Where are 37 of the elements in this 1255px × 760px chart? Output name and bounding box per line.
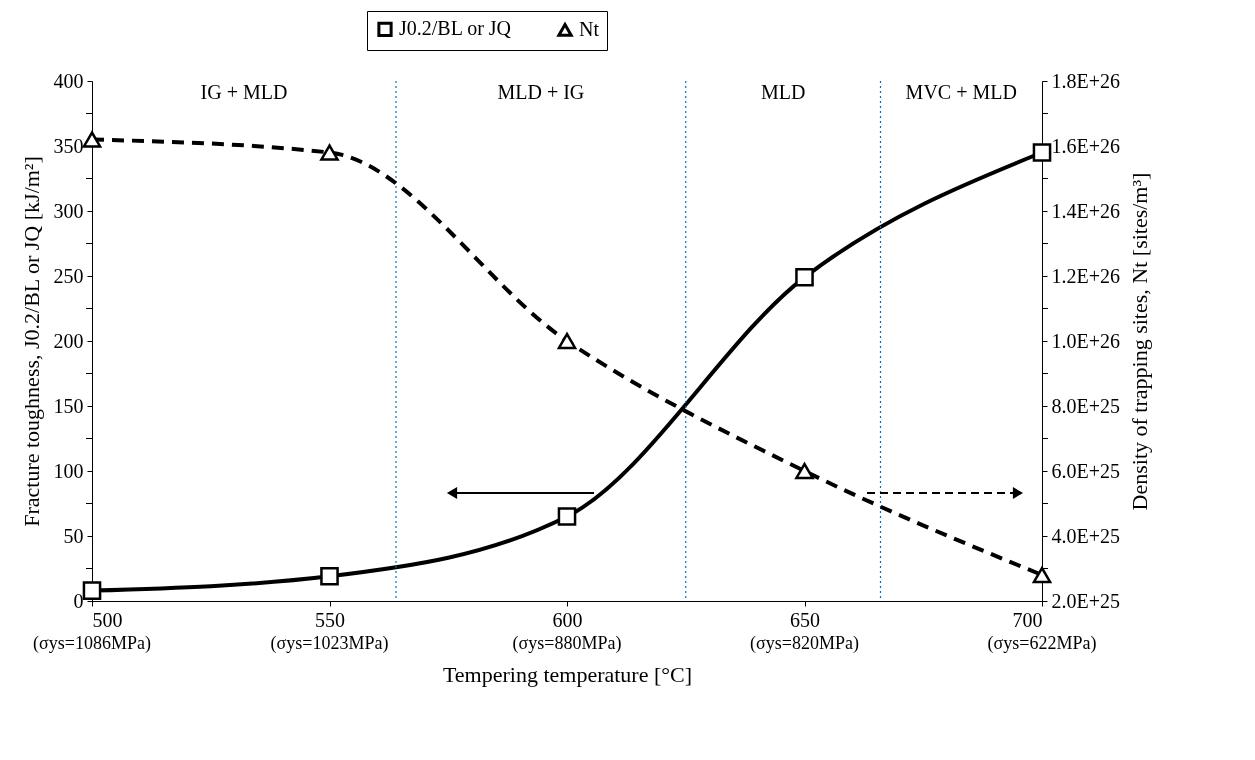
- annotation: MLD + IG: [497, 81, 585, 103]
- annotation: MVC + MLD: [905, 81, 1017, 103]
- x-tick-label: 650: [790, 608, 820, 631]
- y2-axis-title: Density of trapping sites, Nt [sites/m³]: [1127, 172, 1152, 511]
- y-tick-label: 400: [53, 69, 84, 92]
- x-tick-label: 550: [315, 608, 345, 631]
- y2-tick-label: 1.6E+26: [1051, 134, 1120, 157]
- x-tick-label: 700: [1012, 608, 1043, 631]
- y2-tick-label: 2.0E+25: [1051, 589, 1120, 612]
- y2-tick-label: 6.0E+25: [1051, 459, 1120, 482]
- text: (σys=622MPa): [987, 633, 1097, 654]
- y2-tick-label: 1.8E+26: [1051, 69, 1120, 92]
- text: (σys=820MPa): [750, 633, 859, 654]
- x-axis-title: Tempering temperature [°C]: [442, 661, 693, 687]
- y-tick-label: 50: [63, 524, 84, 547]
- y-tick-label: 0: [73, 589, 84, 612]
- y-axis-title: Fracture toughness, J0.2/BL or JQ [kJ/m²]: [18, 156, 44, 527]
- y2-tick-label: 1.2E+26: [1051, 264, 1120, 287]
- y2-tick-label: 4.0E+25: [1051, 524, 1120, 547]
- x-tick-label: 500: [92, 608, 123, 631]
- legend-label: Nt: [579, 17, 600, 40]
- text: (σys=880MPa): [512, 633, 622, 654]
- y-tick-label: 200: [53, 329, 84, 352]
- y2-tick-label: 8.0E+25: [1051, 394, 1120, 417]
- y2-tick-label: 1.0E+26: [1051, 329, 1120, 352]
- y-tick-label: 250: [53, 264, 84, 287]
- text: (σys=1023MPa): [270, 633, 389, 654]
- y-tick-label: 350: [53, 134, 84, 157]
- y-tick-label: 300: [53, 199, 84, 222]
- annotation: MLD: [760, 81, 806, 103]
- y-tick-label: 150: [53, 394, 84, 417]
- y2-tick-label: 1.4E+26: [1051, 199, 1120, 222]
- annotation: IG + MLD: [200, 81, 288, 103]
- y-tick-label: 100: [53, 459, 84, 482]
- x-tick-label: 600: [552, 608, 583, 631]
- legend-label: J0.2/BL or JQ: [399, 17, 512, 40]
- text: (σys=1086MPa): [33, 633, 151, 654]
